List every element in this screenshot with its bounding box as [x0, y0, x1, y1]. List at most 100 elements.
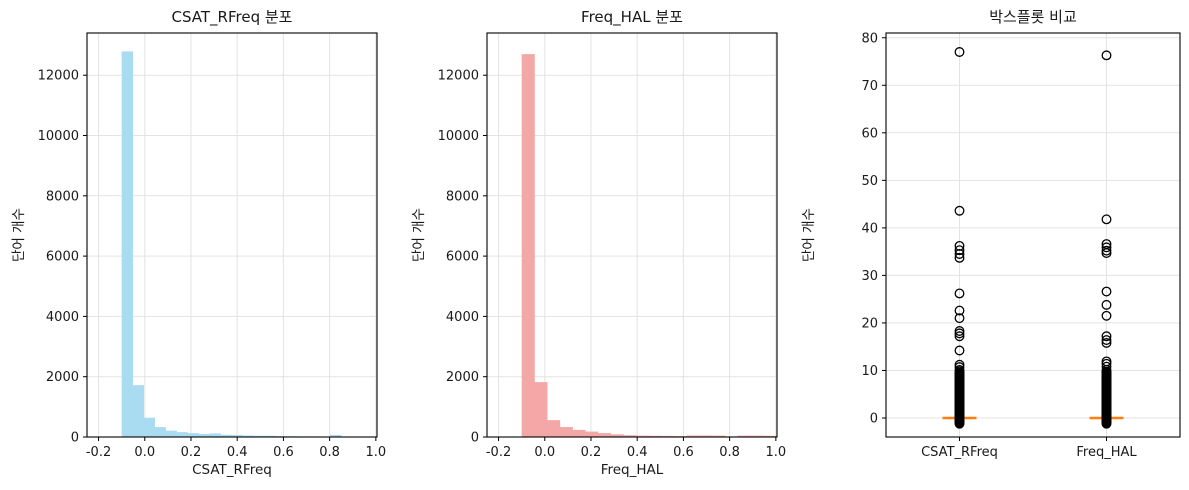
histogram-bar	[176, 432, 188, 437]
outlier-marker	[954, 362, 965, 373]
y-tick-label: 80	[861, 31, 878, 46]
histogram-bar	[585, 431, 599, 437]
x-tick-label: -0.2	[86, 445, 111, 460]
x-tick-label: 1.0	[366, 445, 387, 460]
y-tick-label: 10	[861, 364, 878, 379]
histogram-bar	[610, 434, 624, 437]
histogram-bar	[636, 435, 650, 437]
outlier-marker	[954, 328, 965, 339]
x-axis-label: CSAT_RFreq	[192, 462, 272, 478]
category-label: CSAT_RFreq	[921, 445, 998, 460]
histogram-bar	[521, 54, 535, 437]
outlier-marker	[1101, 366, 1112, 377]
histogram-bar	[198, 433, 210, 437]
x-tick-label: 0.8	[719, 445, 740, 460]
y-tick-label: 30	[861, 269, 878, 284]
y-tick-label: 4000	[46, 310, 79, 325]
x-tick-label: 0.4	[227, 445, 248, 460]
y-tick-label: 50	[861, 174, 878, 189]
outlier-marker	[954, 331, 965, 342]
histogram-bar	[534, 382, 548, 437]
outlier-marker	[1101, 361, 1112, 372]
x-tick-label: 0.2	[581, 445, 602, 460]
outlier-marker	[954, 413, 965, 424]
chart-title: CSAT_RFreq 분포	[171, 8, 293, 26]
y-tick-label: 2000	[446, 370, 479, 385]
y-tick-label: 6000	[46, 250, 79, 265]
category-label: Freq_HAL	[1076, 445, 1137, 460]
outlier-marker	[1101, 299, 1112, 310]
y-tick-label: 60	[861, 126, 878, 141]
histogram-bar	[220, 434, 232, 437]
chart-csat-rfreq-histogram: CSAT_RFreq 분포 단어 개수 CSAT_RFreq 0 2000 4000…	[0, 0, 396, 490]
histogram-bar	[154, 427, 166, 437]
outlier-marker	[1101, 413, 1112, 424]
histogram-bar	[597, 433, 612, 437]
outlier-marker	[1101, 337, 1112, 348]
histogram-bar	[132, 385, 145, 437]
x-axis-label: Freq_HAL	[600, 462, 664, 478]
histogram-bar	[165, 430, 177, 437]
x-tick-label: 0.4	[627, 445, 648, 460]
x-tick-label: 0.6	[673, 445, 694, 460]
outlier-marker	[954, 366, 965, 377]
plot-area-boxplot: 0 10 20 30 40 50 60 70 80 CSAT_RFreq Freq_HAL	[861, 31, 1181, 460]
histogram-bar	[547, 420, 561, 437]
outlier-marker	[954, 249, 965, 259]
chart-title: 박스플롯 비교	[989, 8, 1077, 26]
x-tick-label: -0.2	[486, 445, 511, 460]
histogram-bar	[686, 435, 700, 437]
x-tick-label: 0.6	[273, 445, 294, 460]
outlier-marker	[1101, 248, 1112, 259]
outlier-marker	[1101, 331, 1112, 342]
outlier-marker	[1101, 50, 1112, 61]
histogram-bar	[253, 435, 265, 437]
histogram-bar	[121, 51, 134, 437]
x-tick-label: 0.2	[181, 445, 202, 460]
y-tick-label: 0	[471, 431, 479, 446]
outlier-marker	[954, 47, 965, 57]
outlier-marker	[1101, 335, 1112, 345]
x-tick-label: 0.8	[319, 445, 340, 460]
histogram-bar	[623, 435, 637, 437]
y-tick-label: 10000	[38, 129, 79, 144]
histogram-bar	[187, 433, 199, 437]
outlier-marker	[954, 288, 965, 299]
y-tick-label: 8000	[446, 189, 479, 204]
histogram-bar	[330, 434, 342, 437]
plot-border	[486, 32, 778, 438]
plot-area-freq-hal-histogram: 0 2000 4000 6000 8000 10000 12000 -0.2 0.0 0.2 0.4…	[438, 32, 786, 460]
outlier-marker	[1101, 214, 1112, 225]
y-tick-label: 6000	[446, 250, 479, 265]
histogram-bar	[699, 435, 713, 437]
y-tick-label: 8000	[46, 189, 79, 204]
histogram-bar	[242, 435, 254, 437]
y-tick-label: 0	[870, 411, 878, 426]
chart-title: Freq_HAL 분포	[581, 8, 683, 26]
histogram-bar	[737, 435, 751, 437]
outlier-marker	[954, 252, 965, 263]
y-tick-label: 40	[861, 221, 878, 236]
chart-boxplot-comparison: 박스플롯 비교 단어 개수 0 10 20 30 40 50 60 70 80 CSAT_RFre…	[790, 0, 1189, 490]
y-tick-label: 10000	[438, 129, 479, 144]
plot-border	[885, 32, 1181, 438]
y-tick-label: 4000	[446, 310, 479, 325]
histogram-bar	[763, 435, 777, 437]
histogram-bar	[209, 433, 221, 437]
y-tick-label: 70	[861, 79, 878, 94]
y-tick-label: 12000	[38, 69, 79, 84]
histogram-bar	[750, 435, 764, 437]
histogram-bar	[264, 435, 276, 437]
outlier-marker	[954, 205, 965, 216]
outlier-marker	[1101, 286, 1112, 297]
y-tick-label: 2000	[46, 370, 79, 385]
histogram-bar	[143, 417, 155, 437]
x-tick-label: 0.0	[534, 445, 555, 460]
histogram-bar	[231, 435, 243, 437]
x-tick-label: 0.0	[134, 445, 155, 460]
outlier-marker	[954, 313, 965, 324]
chart-freq-hal-histogram: Freq_HAL 분포 단어 개수 Freq_HAL 0 2000 4000 6000…	[400, 0, 796, 490]
histogram-bar	[572, 429, 586, 437]
outlier-marker	[954, 305, 965, 316]
